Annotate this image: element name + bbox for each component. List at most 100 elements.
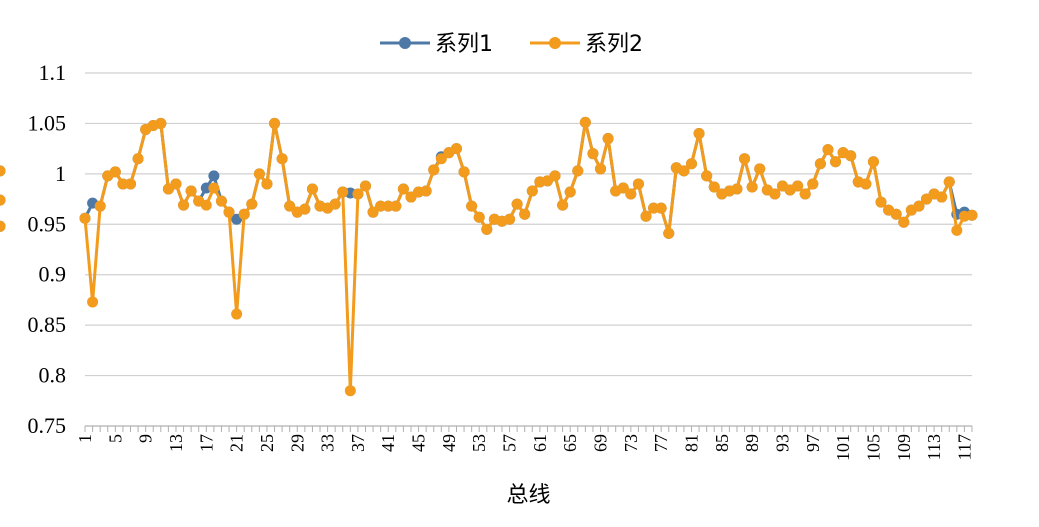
data-point bbox=[792, 180, 804, 192]
legend-swatch-marker bbox=[399, 37, 411, 49]
y-tick-label: 0.8 bbox=[39, 363, 67, 388]
x-tick-label: 41 bbox=[378, 434, 398, 452]
series-line bbox=[83, 120, 973, 393]
data-point bbox=[397, 183, 409, 195]
data-point bbox=[246, 198, 258, 210]
data-point bbox=[617, 182, 629, 194]
data-point bbox=[0, 220, 6, 232]
data-point bbox=[739, 153, 751, 165]
x-tick-label: 105 bbox=[863, 434, 883, 461]
data-point bbox=[519, 208, 531, 220]
data-point bbox=[390, 200, 402, 212]
y-tick-label: 1.1 bbox=[39, 60, 67, 85]
data-point bbox=[215, 195, 227, 207]
data-point bbox=[845, 150, 857, 162]
x-tick-label: 81 bbox=[681, 434, 701, 452]
x-tick-label: 117 bbox=[954, 434, 974, 460]
data-point bbox=[822, 144, 834, 156]
data-point bbox=[450, 143, 462, 155]
data-point bbox=[473, 211, 485, 223]
data-point bbox=[329, 198, 341, 210]
y-tick-label: 0.75 bbox=[28, 413, 67, 438]
data-point bbox=[208, 182, 220, 194]
data-point bbox=[549, 170, 561, 182]
x-tick-label: 113 bbox=[924, 434, 944, 460]
data-point bbox=[382, 200, 394, 212]
x-axis-ticks: 1 5 9 13 17 21 25 29 33 37 41 45 49 53 57 61 65 69 73 77 81 8… bbox=[75, 434, 974, 461]
data-point bbox=[231, 308, 243, 320]
data-point bbox=[693, 128, 705, 140]
x-tick-label: 9 bbox=[136, 434, 156, 443]
data-point bbox=[799, 188, 811, 200]
data-point bbox=[814, 158, 826, 170]
x-tick-label: 93 bbox=[772, 434, 792, 452]
data-point bbox=[655, 202, 667, 214]
data-point bbox=[504, 213, 516, 225]
data-point bbox=[701, 170, 713, 182]
data-point bbox=[420, 185, 432, 197]
data-point bbox=[875, 196, 887, 208]
data-point bbox=[253, 168, 265, 180]
data-point bbox=[731, 183, 743, 195]
x-tick-label: 97 bbox=[803, 434, 823, 452]
data-point bbox=[572, 165, 584, 177]
data-point bbox=[223, 206, 235, 218]
data-point bbox=[557, 199, 569, 211]
x-axis bbox=[84, 425, 973, 432]
data-point bbox=[678, 165, 690, 177]
data-point bbox=[746, 181, 758, 193]
x-tick-label: 69 bbox=[591, 434, 611, 452]
gridlines bbox=[85, 72, 972, 377]
x-tick-label: 101 bbox=[833, 434, 853, 461]
data-point bbox=[0, 194, 6, 206]
data-point bbox=[261, 178, 273, 190]
data-point bbox=[375, 200, 387, 212]
data-point bbox=[269, 117, 281, 129]
data-point bbox=[124, 178, 136, 190]
data-point bbox=[284, 200, 296, 212]
data-point bbox=[337, 186, 349, 198]
data-point bbox=[466, 200, 478, 212]
series-layer bbox=[0, 116, 978, 397]
y-axis-ticks: 0.75 0.8 0.85 0.9 0.95 1 1.05 1.1 bbox=[28, 60, 67, 438]
data-point bbox=[898, 216, 910, 228]
data-point bbox=[943, 176, 955, 188]
x-tick-label: 61 bbox=[530, 434, 550, 452]
data-point bbox=[208, 170, 220, 182]
data-point bbox=[632, 178, 644, 190]
data-point bbox=[830, 156, 842, 168]
x-tick-label: 85 bbox=[712, 434, 732, 452]
data-point bbox=[185, 185, 197, 197]
data-point bbox=[117, 178, 129, 190]
data-point bbox=[890, 208, 902, 220]
x-tick-label: 5 bbox=[105, 434, 125, 443]
series-2 bbox=[0, 116, 978, 397]
x-tick-label: 65 bbox=[560, 434, 580, 452]
data-point bbox=[807, 178, 819, 190]
x-tick-label: 49 bbox=[439, 434, 459, 452]
data-point bbox=[428, 164, 440, 176]
data-point bbox=[526, 185, 538, 197]
data-point bbox=[511, 198, 523, 210]
x-tick-label: 73 bbox=[621, 434, 641, 452]
y-tick-label: 1 bbox=[55, 161, 66, 186]
data-point bbox=[79, 212, 91, 224]
data-point bbox=[913, 200, 925, 212]
x-tick-label: 53 bbox=[469, 434, 489, 452]
data-point bbox=[200, 182, 212, 194]
data-point bbox=[306, 183, 318, 195]
data-point bbox=[435, 153, 447, 165]
data-point bbox=[0, 165, 6, 177]
data-point bbox=[602, 133, 614, 145]
data-point bbox=[587, 148, 599, 160]
x-tick-label: 37 bbox=[348, 434, 368, 452]
y-tick-label: 1.05 bbox=[28, 110, 67, 135]
data-point bbox=[367, 206, 379, 218]
data-point bbox=[299, 203, 311, 215]
data-point bbox=[481, 223, 493, 235]
x-tick-label: 77 bbox=[651, 434, 671, 452]
data-point bbox=[87, 296, 99, 308]
data-point bbox=[579, 116, 591, 128]
legend-label: 系列2 bbox=[585, 32, 643, 57]
